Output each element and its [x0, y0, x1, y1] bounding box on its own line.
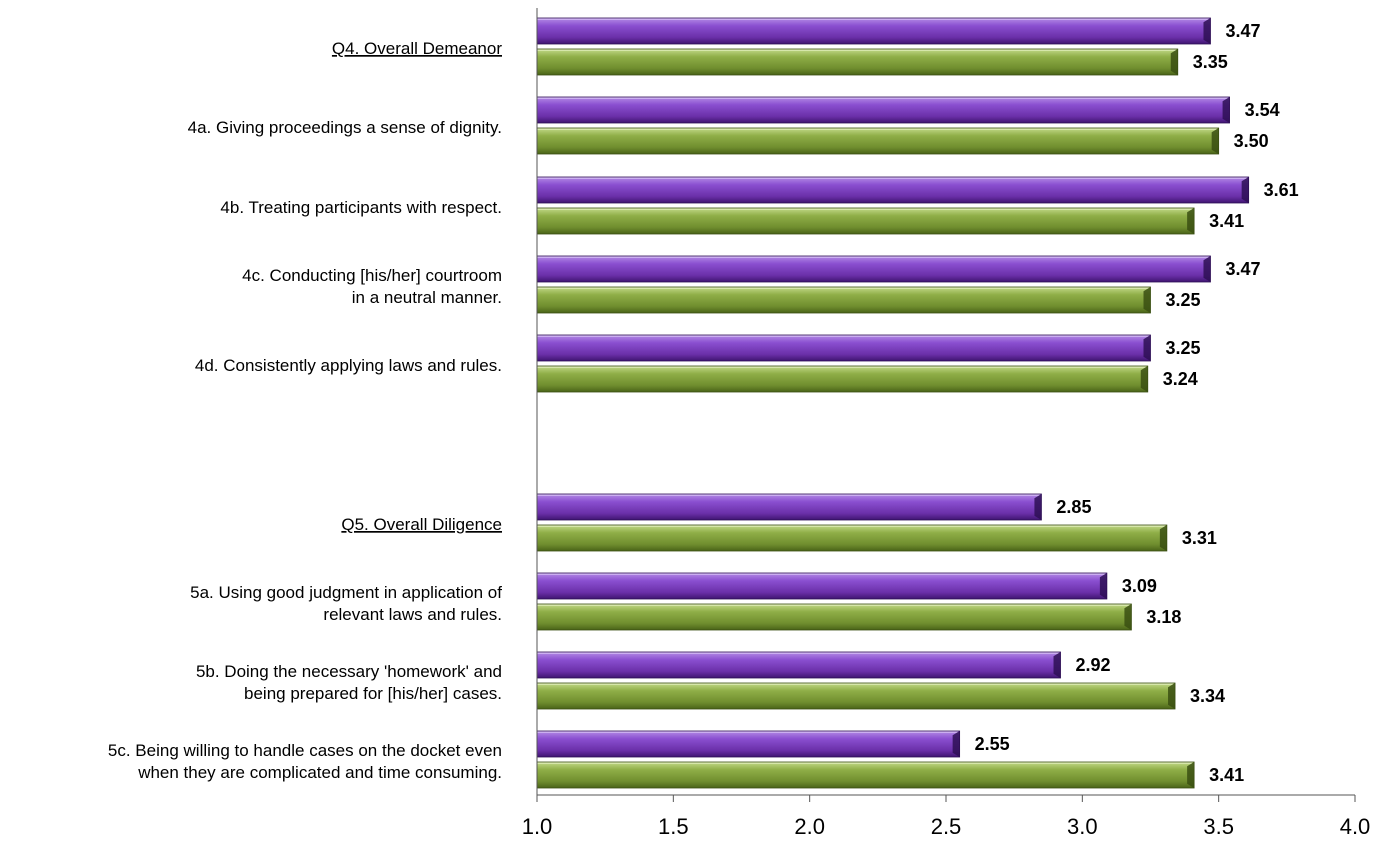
- bar-a-1: [536, 96, 1230, 124]
- category-label: 4a. Giving proceedings a sense of dignit…: [188, 118, 502, 137]
- bar-end-bevel: [952, 731, 960, 757]
- data-label: 3.47: [1225, 21, 1260, 41]
- bar-b-0: [536, 48, 1179, 76]
- data-label: 3.47: [1225, 259, 1260, 279]
- bar-a-7: [536, 651, 1061, 679]
- bar-a-4: [536, 334, 1151, 362]
- bar-end-bevel: [1168, 683, 1176, 709]
- bar-body: [537, 177, 1249, 203]
- bar-end-bevel: [1187, 762, 1195, 788]
- category-label: when they are complicated and time consu…: [137, 763, 502, 782]
- bar-end-bevel: [1140, 366, 1148, 392]
- bar-end-bevel: [1124, 604, 1132, 630]
- bar-a-0: [536, 17, 1211, 45]
- data-label: 3.41: [1209, 211, 1244, 231]
- category-label: in a neutral manner.: [352, 288, 502, 307]
- bar-body: [537, 49, 1178, 75]
- bar-body: [537, 256, 1211, 282]
- bar-body: [537, 731, 960, 757]
- x-tick-label: 2.0: [794, 814, 825, 839]
- bar-end-bevel: [1187, 208, 1195, 234]
- bar-body: [537, 525, 1167, 551]
- data-label: 3.61: [1264, 180, 1299, 200]
- data-label: 3.35: [1193, 52, 1228, 72]
- category-label: Q5. Overall Diligence: [341, 515, 502, 534]
- bar-body: [537, 287, 1151, 313]
- category-label: Q4. Overall Demeanor: [332, 39, 502, 58]
- category-label: being prepared for [his/her] cases.: [244, 684, 502, 703]
- category-label: 4b. Treating participants with respect.: [220, 198, 502, 217]
- bar-end-bevel: [1241, 177, 1249, 203]
- x-axis: 1.0 1.5 2.0 2.5 3.0 3.5 4.0: [522, 8, 1371, 839]
- bar-b-7: [536, 682, 1176, 710]
- bar-end-bevel: [1034, 494, 1042, 520]
- bar-b-4: [536, 365, 1149, 393]
- bar-end-bevel: [1143, 287, 1151, 313]
- bar-body: [537, 494, 1042, 520]
- bar-b-6: [536, 603, 1132, 631]
- bar-body: [537, 366, 1148, 392]
- bars-layer: 3.47 3.35 3.54 3.50 3.61 3.41 3.47 3.25 3.25 3.24…: [536, 17, 1299, 789]
- bar-a-8: [536, 730, 961, 758]
- data-label: 3.24: [1163, 369, 1198, 389]
- category-label: relevant laws and rules.: [323, 605, 502, 624]
- bar-end-bevel: [1143, 335, 1151, 361]
- data-label: 3.54: [1245, 100, 1280, 120]
- category-label: 5c. Being willing to handle cases on the…: [108, 741, 502, 760]
- category-label: 5a. Using good judgment in application o…: [190, 583, 502, 602]
- category-label: 4c. Conducting [his/her] courtroom: [242, 266, 502, 285]
- category-labels-layer: Q4. Overall Demeanor 4a. Giving proceedin…: [108, 39, 502, 782]
- x-tick-label: 2.5: [931, 814, 962, 839]
- bar-body: [537, 335, 1151, 361]
- bar-b-8: [536, 761, 1195, 789]
- bar-body: [537, 683, 1176, 709]
- bar-end-bevel: [1211, 128, 1219, 154]
- bar-end-bevel: [1053, 652, 1061, 678]
- bar-body: [537, 128, 1219, 154]
- data-label: 3.34: [1190, 686, 1225, 706]
- category-label: 5b. Doing the necessary 'homework' and: [196, 662, 502, 681]
- bar-body: [537, 604, 1132, 630]
- bar-a-6: [536, 572, 1108, 600]
- data-label: 3.18: [1146, 607, 1181, 627]
- data-label: 3.09: [1122, 576, 1157, 596]
- data-label: 2.55: [975, 734, 1010, 754]
- x-tick-label: 3.5: [1203, 814, 1234, 839]
- bar-end-bevel: [1203, 256, 1211, 282]
- bar-end-bevel: [1222, 97, 1230, 123]
- data-label: 3.50: [1234, 131, 1269, 151]
- bar-b-5: [536, 524, 1168, 552]
- bar-end-bevel: [1099, 573, 1107, 599]
- bar-b-2: [536, 207, 1195, 235]
- bar-end-bevel: [1203, 18, 1211, 44]
- bar-a-2: [536, 176, 1250, 204]
- data-label: 3.31: [1182, 528, 1217, 548]
- bar-body: [537, 18, 1211, 44]
- bar-b-1: [536, 127, 1220, 155]
- data-label: 3.25: [1166, 338, 1201, 358]
- bar-end-bevel: [1159, 525, 1167, 551]
- data-label: 3.25: [1166, 290, 1201, 310]
- data-label: 2.92: [1076, 655, 1111, 675]
- x-tick-label: 4.0: [1340, 814, 1371, 839]
- x-tick-label: 3.0: [1067, 814, 1098, 839]
- category-label: 4d. Consistently applying laws and rules…: [195, 356, 502, 375]
- bar-a-3: [536, 255, 1211, 283]
- bar-a-5: [536, 493, 1042, 521]
- bar-body: [537, 573, 1107, 599]
- bar-body: [537, 762, 1195, 788]
- bar-body: [537, 97, 1230, 123]
- data-label: 2.85: [1056, 497, 1091, 517]
- bar-b-3: [536, 286, 1151, 314]
- x-tick-label: 1.0: [522, 814, 553, 839]
- bar-body: [537, 652, 1061, 678]
- bar-body: [537, 208, 1195, 234]
- x-tick-label: 1.5: [658, 814, 689, 839]
- data-label: 3.41: [1209, 765, 1244, 785]
- bar-end-bevel: [1170, 49, 1178, 75]
